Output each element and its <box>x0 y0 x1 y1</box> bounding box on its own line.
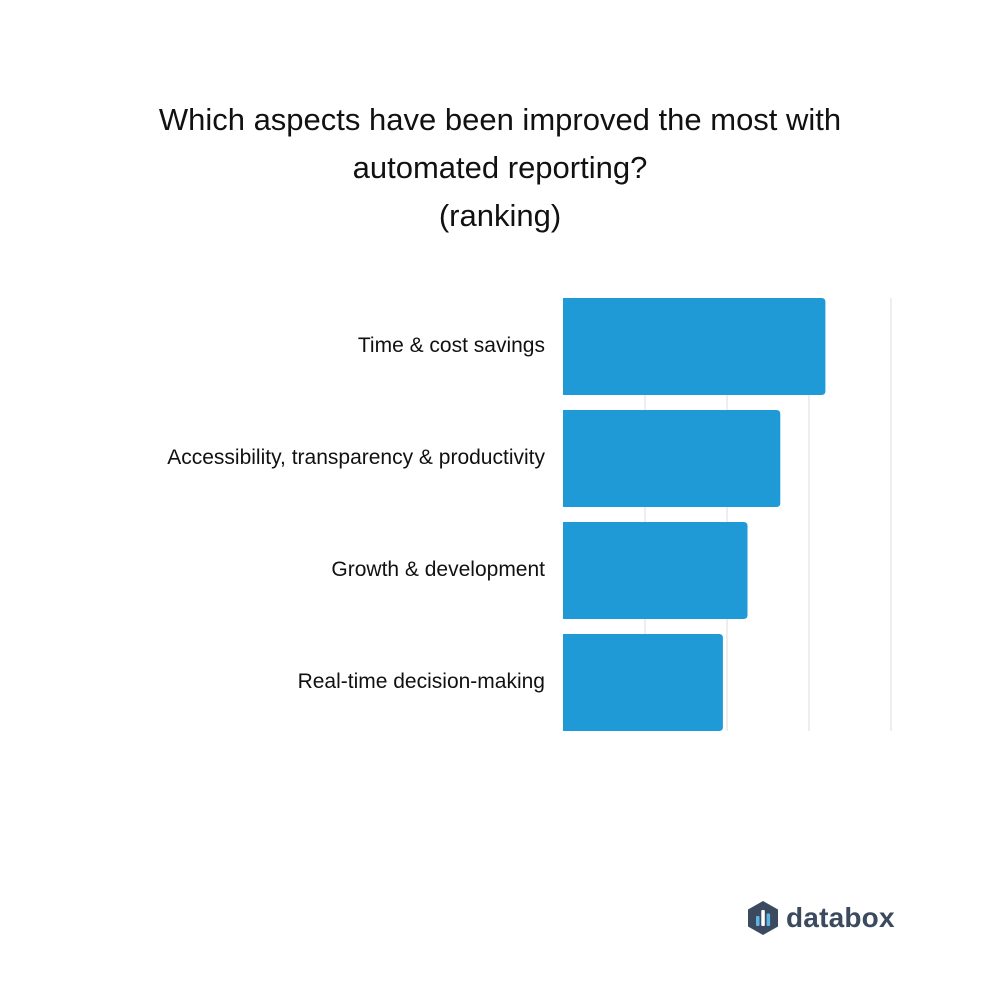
category-label: Time & cost savings <box>358 334 545 357</box>
chart-title-line-3: (ranking) <box>438 198 562 233</box>
bar <box>563 298 826 395</box>
brand-name: databox <box>786 902 895 933</box>
category-label: Accessibility, transparency & productivi… <box>167 446 545 469</box>
chart-title-line-2: automated reporting? <box>352 150 648 185</box>
category-label: Growth & development <box>331 558 545 581</box>
bar <box>563 410 781 507</box>
databox-logo-icon <box>748 901 778 935</box>
databox-logo: databox <box>748 898 895 938</box>
chart-title: Which aspects have been improved the mos… <box>0 96 1000 240</box>
bar <box>563 634 723 731</box>
category-label: Real-time decision-making <box>298 670 545 693</box>
bar <box>563 522 748 619</box>
chart-title-line-1: Which aspects have been improved the mos… <box>158 102 842 137</box>
